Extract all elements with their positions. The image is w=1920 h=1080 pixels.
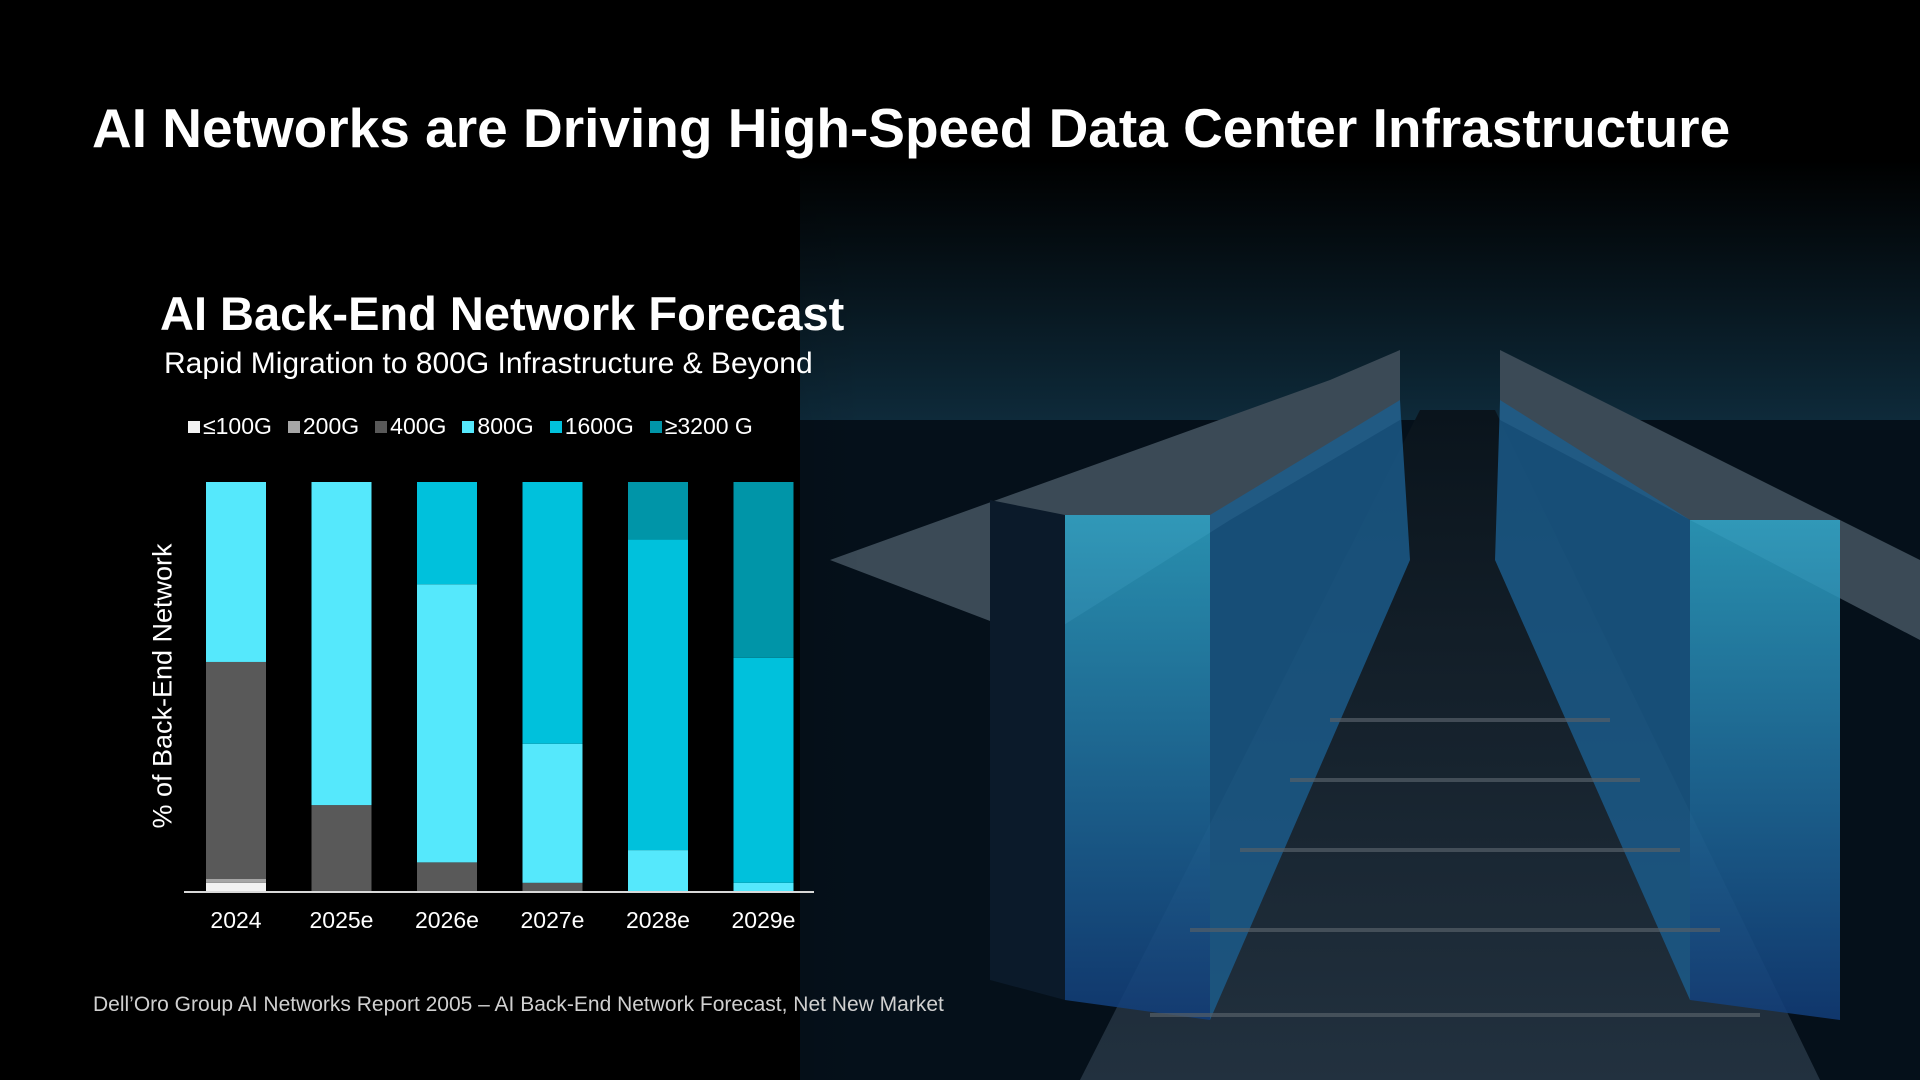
bar-segment (311, 805, 372, 891)
bar-segment (417, 862, 477, 891)
bar-segment (206, 882, 266, 891)
x-tick-label: 2028e (626, 907, 690, 933)
bar-segment (733, 657, 794, 883)
x-tick-label: 2026e (415, 907, 479, 933)
x-tick-label: 2025e (310, 907, 374, 933)
legend-label: 800G (477, 413, 534, 439)
legend-label: 1600G (564, 413, 634, 439)
bar-segment (522, 743, 583, 883)
legend-item: 400G (375, 413, 446, 440)
legend-label: 400G (390, 413, 447, 439)
legend-swatch (549, 420, 562, 433)
legend-item: 200G (287, 413, 360, 440)
bar-segment (628, 482, 688, 540)
legend-item: 1600G (549, 413, 634, 440)
source-footnote: Dell’Oro Group AI Networks Report 2005 –… (93, 993, 944, 1016)
x-tick-label: 2029e (732, 907, 796, 933)
x-tick-label: 2027e (521, 907, 585, 933)
bar-segment (522, 482, 583, 744)
legend-label: ≥3200 G (664, 413, 753, 439)
legend-item: ≥3200 G (649, 413, 753, 440)
bar-segment (311, 482, 372, 806)
chart-legend: ≤100G 200G 400G 800G 1600G ≥3200 G (188, 413, 753, 440)
bar-segment (206, 482, 266, 662)
legend-item: 800G (462, 413, 534, 440)
legend-swatch (375, 420, 388, 433)
bar-segment (206, 661, 266, 879)
slide-title: AI Networks are Driving High-Speed Data … (92, 97, 1731, 159)
bar-segment (628, 539, 688, 851)
legend-swatch (188, 420, 200, 433)
legend-swatch (462, 420, 475, 433)
legend-swatch (287, 420, 300, 433)
bar-segment (733, 882, 794, 891)
x-tick-label: 2024 (210, 907, 261, 933)
legend-label: ≤100G (203, 413, 272, 439)
legend-item: ≤100G (188, 413, 272, 440)
chart-subtitle: Rapid Migration to 800G Infrastructure &… (164, 347, 813, 380)
bar-segment (733, 482, 794, 658)
bar-segment (206, 878, 266, 883)
legend-swatch (649, 420, 662, 433)
bar-segment (417, 584, 477, 863)
legend-label: 200G (302, 413, 360, 439)
bar-segment (417, 482, 477, 585)
bar-segment (522, 882, 583, 891)
chart-title: AI Back-End Network Forecast (160, 287, 845, 340)
bar-segment (628, 850, 688, 891)
